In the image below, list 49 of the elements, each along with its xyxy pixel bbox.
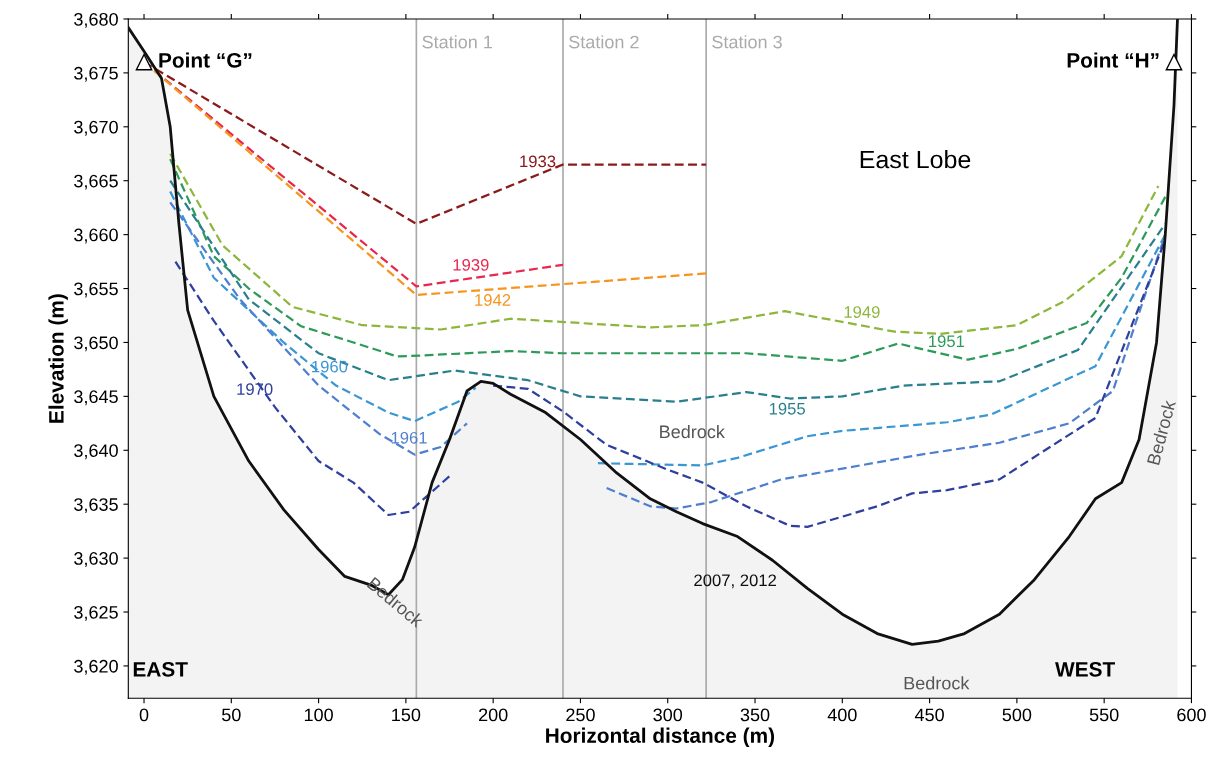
annotation: EAST — [133, 661, 188, 677]
y-tick-label: 3,640 — [74, 444, 118, 460]
y-tick-label: 3,660 — [74, 228, 118, 244]
y-tick-label: 3,630 — [74, 552, 118, 567]
annotation: Point “H” — [1067, 52, 1159, 68]
x-tick-label: 300 — [653, 708, 683, 722]
x-tick-label: 400 — [827, 708, 857, 722]
annotation: Bedrock — [904, 676, 970, 690]
x-tick-label: 200 — [479, 708, 508, 722]
x-tick-label: 100 — [304, 708, 333, 722]
x-tick-label: 350 — [740, 708, 770, 722]
y-tick-label: 3,670 — [74, 120, 118, 136]
x-tick-label: 450 — [914, 708, 944, 722]
annotation: Point “G” — [159, 52, 252, 68]
annotation: WEST — [1055, 661, 1115, 677]
x-tick-label: 550 — [1089, 708, 1119, 722]
y-tick-label: 3,620 — [74, 659, 118, 675]
y-tick-label: 3,655 — [74, 282, 118, 298]
ref-line-label: Station 3 — [712, 35, 782, 49]
series-label: 1970 — [237, 383, 273, 396]
x-tick-label: 150 — [392, 708, 421, 722]
y-tick-label: 3,625 — [74, 605, 118, 621]
series-label: 1939 — [453, 258, 489, 271]
x-tick-label: 50 — [221, 708, 241, 722]
annotation: Bedrock — [660, 424, 725, 439]
annotation: East Lobe — [860, 149, 971, 169]
ref-line-label: Station 1 — [422, 35, 492, 49]
line-series — [169, 152, 1160, 335]
series-label: 1951 — [929, 335, 965, 348]
series-label: 1961 — [391, 431, 427, 444]
y-tick-label: 3,645 — [74, 390, 118, 406]
series-label: 1955 — [769, 402, 805, 415]
x-tick-label: 0 — [139, 708, 149, 722]
x-tick-label: 250 — [566, 708, 595, 722]
x-tick-label: 500 — [1002, 708, 1032, 722]
ref-line-label: Station 2 — [569, 35, 639, 49]
y-tick-label: 3,680 — [74, 12, 118, 28]
series-label: 2007, 2012 — [694, 574, 777, 589]
annotation: Bedrock — [1146, 399, 1177, 466]
x-axis-title: Horizontal distance (m) — [546, 727, 775, 748]
series-label: 1942 — [475, 294, 511, 306]
series-label: 1933 — [520, 155, 556, 168]
y-axis-title: Elevation (m) — [48, 294, 68, 423]
x-tick-label: 600 — [1177, 708, 1206, 722]
y-tick-label: 3,675 — [74, 66, 118, 82]
y-tick-label: 3,650 — [74, 336, 118, 352]
y-tick-label: 3,665 — [74, 174, 118, 190]
series-label: 1949 — [844, 306, 880, 318]
y-tick-label: 3,635 — [74, 498, 118, 514]
